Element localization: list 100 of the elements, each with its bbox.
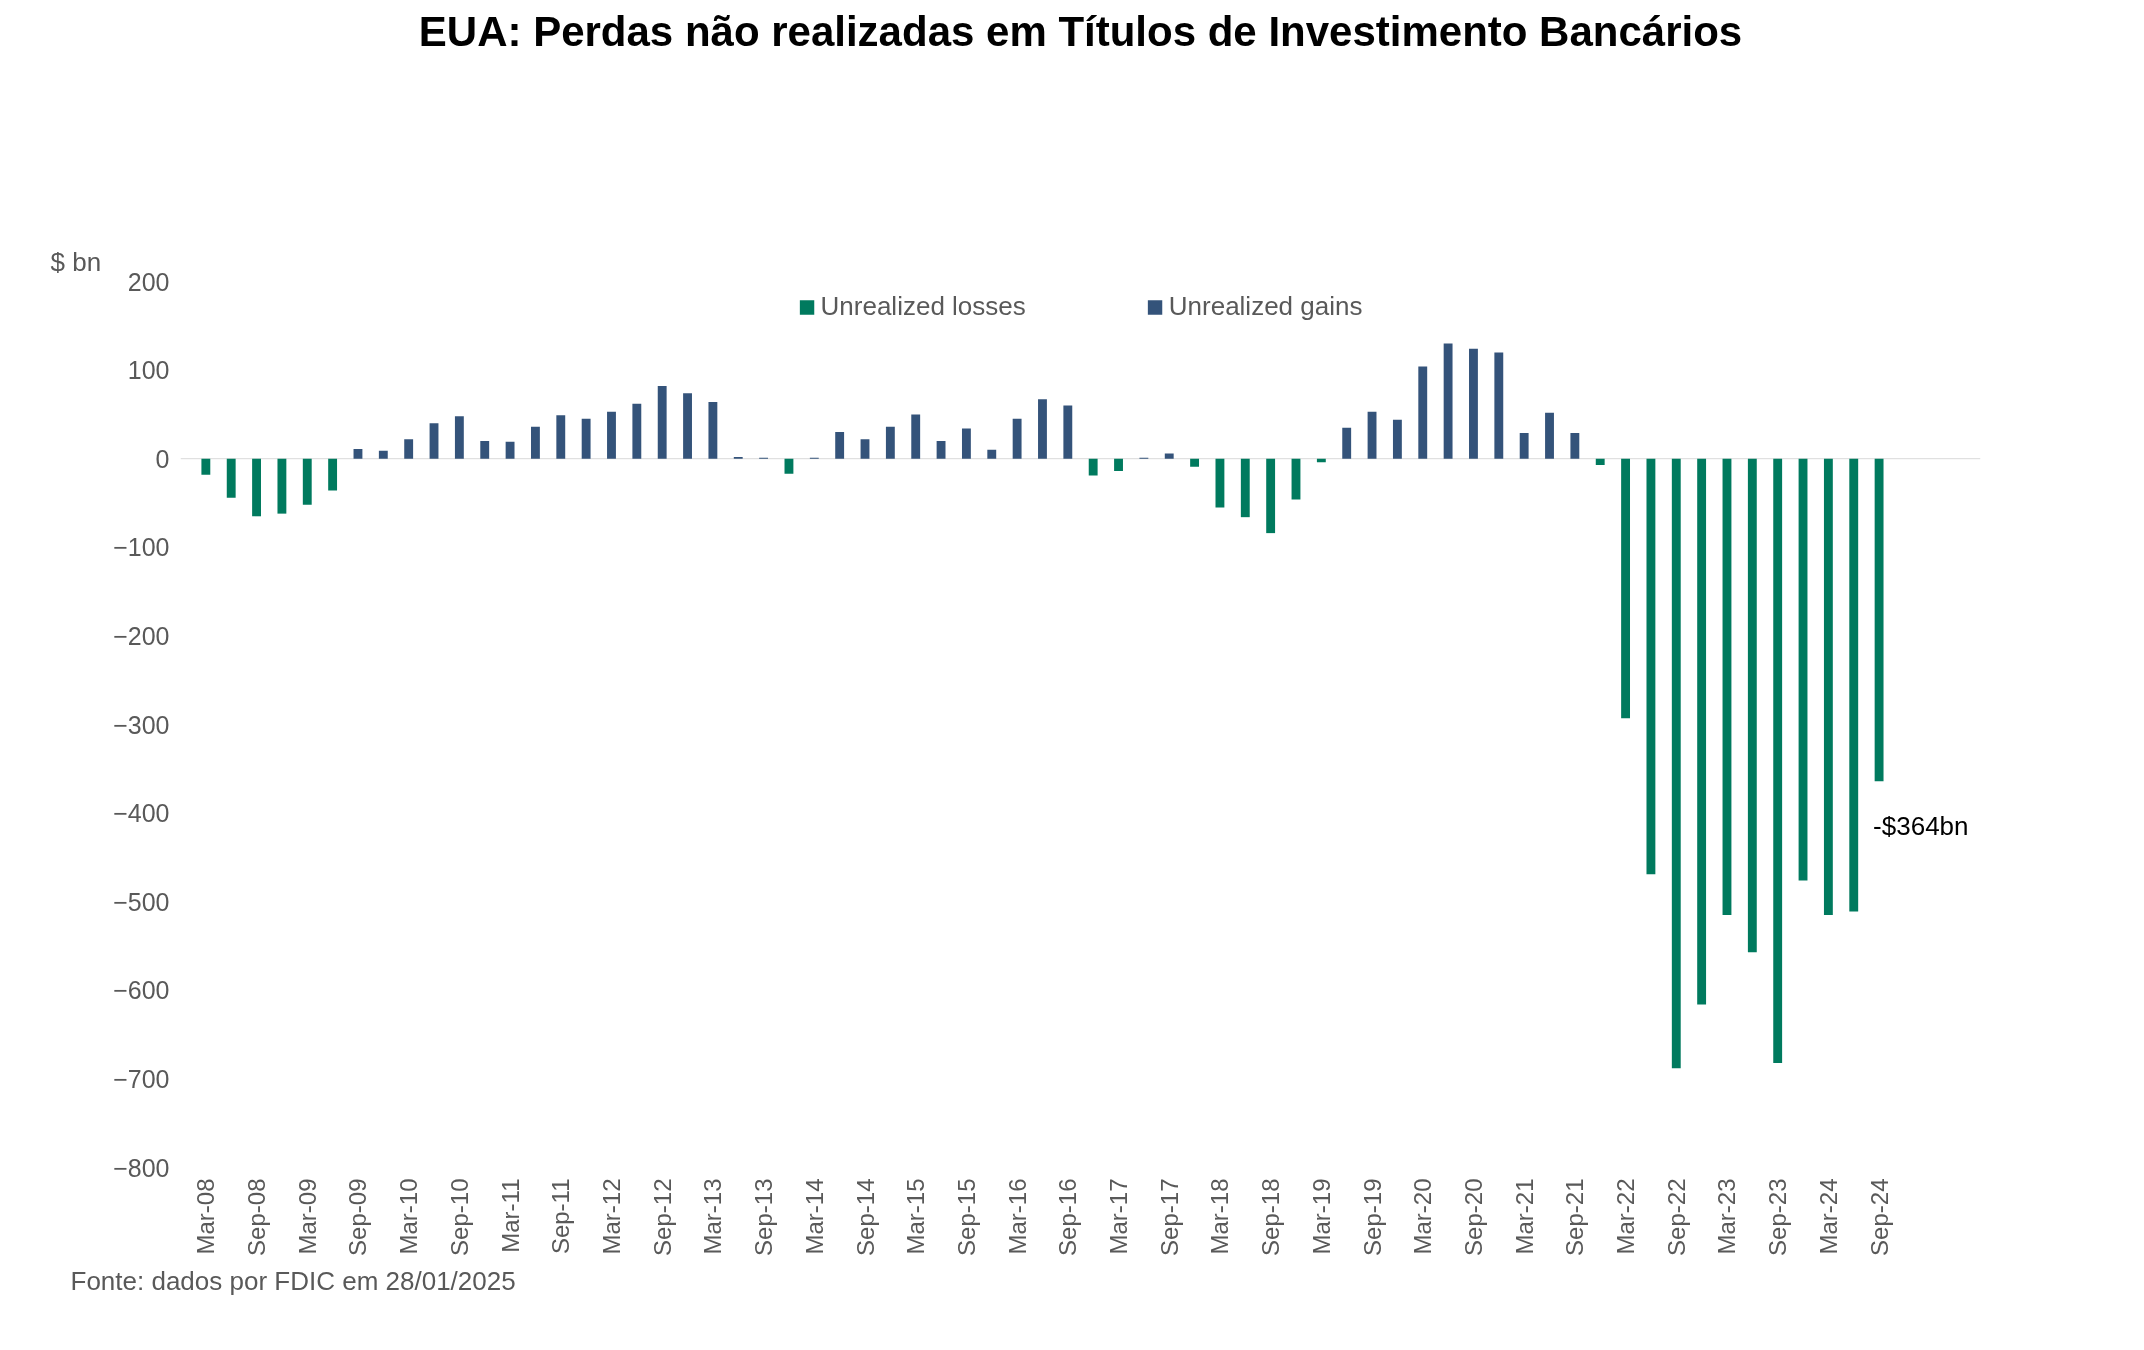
x-tick-label: Mar-21 bbox=[1510, 1178, 1538, 1255]
bar bbox=[1088, 458, 1098, 476]
x-tick-label: Mar-10 bbox=[395, 1178, 423, 1255]
bar bbox=[1038, 399, 1047, 459]
bar bbox=[961, 428, 971, 459]
bar bbox=[1519, 433, 1529, 459]
bar bbox=[201, 458, 211, 475]
bar bbox=[1114, 458, 1123, 472]
x-tick-label: Sep-23 bbox=[1764, 1178, 1792, 1256]
x-tick-label: Mar-23 bbox=[1713, 1178, 1741, 1255]
y-tick-label: 0 bbox=[155, 444, 170, 473]
bar bbox=[1747, 458, 1757, 953]
y-tick-label: 100 bbox=[127, 356, 170, 385]
x-tick-label: Sep-17 bbox=[1155, 1178, 1183, 1256]
bar bbox=[1443, 343, 1453, 459]
bar bbox=[1798, 458, 1808, 881]
bar bbox=[1621, 458, 1631, 719]
bar bbox=[632, 403, 642, 459]
x-tick-label: Sep-21 bbox=[1561, 1178, 1589, 1256]
bar bbox=[1063, 405, 1073, 459]
bar bbox=[1697, 458, 1707, 1005]
x-tick-label: Mar-12 bbox=[597, 1178, 625, 1255]
bar bbox=[1418, 366, 1428, 459]
y-tick-label: −200 bbox=[113, 621, 170, 650]
x-tick-label: Sep-13 bbox=[750, 1178, 778, 1256]
bar bbox=[556, 415, 566, 459]
bar bbox=[277, 458, 287, 514]
bar bbox=[860, 439, 870, 459]
y-tick-label: 200 bbox=[127, 267, 170, 296]
bar bbox=[1823, 458, 1833, 915]
bar bbox=[1469, 348, 1478, 459]
bar bbox=[1266, 458, 1276, 534]
bar bbox=[987, 449, 997, 459]
x-tick-label: Mar-08 bbox=[192, 1178, 220, 1255]
x-tick-label: Mar-17 bbox=[1105, 1178, 1133, 1255]
y-tick-label: −800 bbox=[113, 1153, 170, 1182]
bar bbox=[1012, 418, 1022, 459]
x-tick-label: Sep-20 bbox=[1459, 1178, 1487, 1256]
bar bbox=[1570, 433, 1580, 459]
bar bbox=[226, 458, 236, 498]
y-tick-label: −400 bbox=[113, 799, 170, 828]
bar bbox=[784, 458, 794, 474]
bar bbox=[1367, 411, 1377, 459]
y-tick-label: −300 bbox=[113, 710, 170, 739]
bar bbox=[1240, 458, 1250, 518]
legend-label: Unrealized gains bbox=[1168, 291, 1363, 322]
x-tick-label: Sep-16 bbox=[1054, 1178, 1082, 1256]
annotation: -$364bn bbox=[1873, 811, 1969, 842]
y-tick-label: −100 bbox=[113, 533, 170, 562]
legend-label: Unrealized losses bbox=[820, 291, 1026, 322]
x-tick-label: Mar-16 bbox=[1003, 1178, 1031, 1255]
x-tick-label: Mar-20 bbox=[1409, 1178, 1437, 1255]
y-tick-label: −600 bbox=[113, 976, 170, 1005]
bar bbox=[1773, 458, 1783, 1063]
x-tick-label: Sep-14 bbox=[851, 1178, 879, 1256]
bar bbox=[252, 458, 261, 517]
bar bbox=[607, 411, 616, 459]
y-axis-title: $ bn bbox=[50, 246, 102, 277]
bar bbox=[1545, 412, 1554, 459]
bar bbox=[708, 402, 718, 459]
x-tick-label: Sep-24 bbox=[1865, 1178, 1893, 1256]
y-tick-label: −700 bbox=[113, 1064, 170, 1093]
x-tick-label: Mar-13 bbox=[699, 1178, 727, 1255]
bar bbox=[353, 448, 363, 459]
bar bbox=[835, 432, 845, 459]
bar bbox=[1671, 458, 1681, 1069]
x-tick-label: Mar-14 bbox=[800, 1178, 828, 1255]
x-tick-label: Sep-18 bbox=[1257, 1178, 1285, 1256]
bar bbox=[911, 414, 921, 459]
bar bbox=[1849, 458, 1859, 912]
bar bbox=[1342, 427, 1352, 459]
bar bbox=[454, 416, 464, 459]
y-tick-label: −500 bbox=[113, 887, 170, 916]
x-tick-label: Sep-12 bbox=[648, 1178, 676, 1256]
bar bbox=[480, 440, 490, 459]
bar bbox=[1722, 458, 1732, 915]
bar bbox=[1874, 458, 1884, 782]
bar bbox=[1392, 419, 1402, 459]
x-tick-label: Mar-19 bbox=[1307, 1178, 1335, 1255]
x-tick-label: Mar-22 bbox=[1612, 1178, 1640, 1255]
bar bbox=[302, 458, 312, 505]
x-tick-label: Sep-09 bbox=[344, 1178, 372, 1256]
bar bbox=[530, 426, 540, 459]
x-tick-label: Sep-10 bbox=[445, 1178, 473, 1256]
x-tick-label: Mar-18 bbox=[1206, 1178, 1234, 1255]
x-tick-label: Sep-11 bbox=[547, 1178, 575, 1255]
bar bbox=[1595, 458, 1605, 465]
bar bbox=[1494, 352, 1504, 459]
bar bbox=[936, 440, 946, 459]
bar bbox=[1164, 453, 1174, 459]
x-tick-label: Sep-15 bbox=[952, 1178, 980, 1256]
bar bbox=[404, 439, 414, 459]
bar bbox=[505, 441, 515, 459]
source-note: Fonte: dados por FDIC em 28/01/2025 bbox=[70, 1265, 516, 1296]
x-tick-label: Mar-09 bbox=[293, 1178, 321, 1255]
chart-title: EUA: Perdas não realizadas em Títulos de Investimento Bancários bbox=[418, 7, 1743, 55]
x-tick-label: Sep-08 bbox=[243, 1178, 271, 1256]
bar bbox=[1646, 458, 1656, 875]
bar bbox=[657, 386, 667, 459]
x-tick-label: Mar-11 bbox=[496, 1178, 524, 1253]
